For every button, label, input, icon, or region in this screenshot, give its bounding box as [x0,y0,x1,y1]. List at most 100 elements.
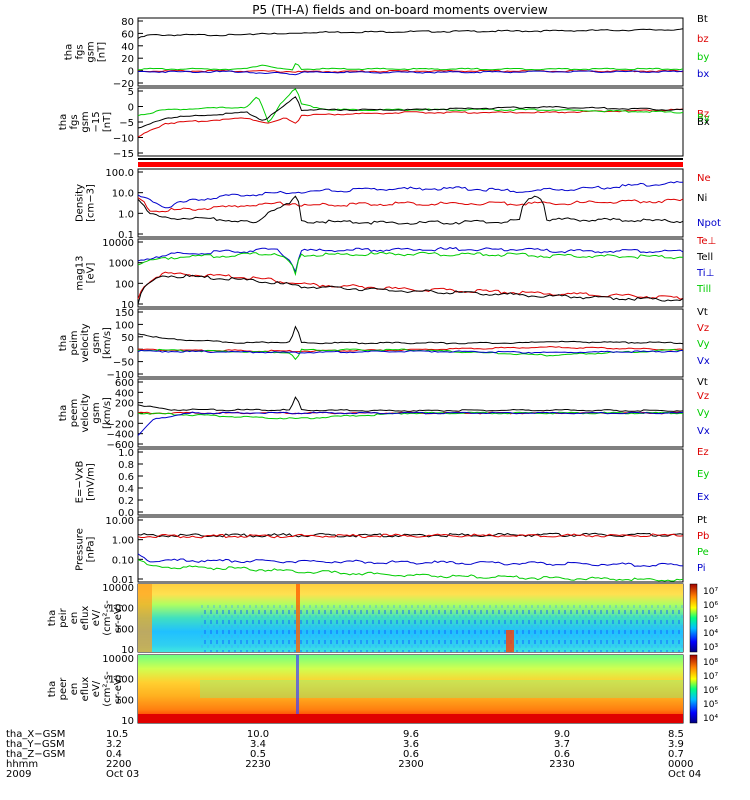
series-line-By [137,88,684,123]
y-axis-label-line: gsm [91,402,102,423]
legend-Te⊥: Te⊥ [696,236,716,247]
x3-hhmm: 2330 [549,759,574,770]
xrow-label-z-gsm: tha_Z−GSM [6,749,65,760]
y-tick-label: 0.1 [118,230,134,241]
y-tick-label: 0 [128,409,134,420]
y-tick-label: −100 [107,370,134,381]
series-line-bx [137,70,684,76]
legend-Vy: Vy [697,408,710,419]
eir-cbar-tick-1: 10⁷ [703,587,718,597]
series-line-Vy [137,411,684,420]
panel-frame [137,308,684,378]
legend-Tell: Tell [696,252,713,263]
y-tick-label: 1000 [109,675,134,686]
y-tick-label: −10 [113,134,134,145]
y-axis-label-line: eV/ [91,680,102,697]
eer-spectrogram-body [138,655,683,723]
y-tick-label: 100 [115,695,134,706]
y-axis-label-line: tha [58,114,69,130]
y-tick-label: 10000 [102,654,134,665]
y-tick-label: −20 [113,79,134,90]
y-axis-label-line: peer [58,677,69,701]
series-line-Vx [137,349,684,354]
x0-date: Oct 03 [106,769,139,780]
y-tick-label: 40 [121,42,134,53]
y-tick-label: 400 [115,388,134,399]
eir-cbar-tick-3: 10⁵ [703,615,718,625]
x0-zgsm: 0.4 [106,749,122,760]
y-axis-label: thapeirenefluxeV/(cm²-s-sr-eV) [47,600,124,636]
panel-pressure: 10.00 1.00 0.10 0.01 Pressure[nPa] Pt Pb Pe Pi [75,515,710,586]
y-axis-label: thafgsgsm−15[nT] [58,111,113,132]
legend-Pe: Pe [697,547,709,558]
y-tick-label: −600 [107,440,134,451]
eer-spectrogram [138,655,683,723]
series-line-Npot [137,180,683,209]
eir-colorbar-scale [689,583,698,653]
xrow-label-y-gsm: tha_Y−GSM [6,739,65,750]
y-tick-label: 1.0 [118,209,134,220]
x2-hhmm: 2300 [398,759,423,770]
y-tick-label: 1000 [109,604,134,615]
figure-title: P5 (TH-A) fields and on-board moments ov… [252,3,548,17]
legend-Pb: Pb [697,531,709,542]
y-axis-label-line: eflux [80,606,91,631]
legend-Ni: Ni [697,193,707,204]
eer-cbar-tick-3: 10⁶ [703,686,718,696]
panel-temperature: 10000 1000 100 10 mag13[eV] Te⊥ Tell Ti⊥ Till [75,236,717,311]
y-tick-label: 100 [115,320,134,331]
series-line-Vz [137,345,684,353]
y-tick-label: 100.0 [105,168,134,179]
y-axis-label: thafgsgsm[nT] [64,41,108,62]
series-line-Vt [137,396,684,412]
legend-Pi: Pi [697,563,706,574]
eir-colorbar: 10⁷ 10⁶ 10⁵ 10⁴ 10³ [689,583,718,653]
y-axis-label-line: velocity [80,323,91,362]
y-tick-label: 50 [121,333,134,344]
x1-zgsm: 0.5 [250,749,266,760]
y-axis-label-line: Density [75,184,86,222]
y-tick-label: 1000 [109,259,134,270]
y-axis-label-line: [eV] [86,263,97,284]
y-tick-label: 1.0 [118,448,134,459]
eir-cbar-tick-5: 10³ [703,643,718,653]
series-line-Bx [137,96,684,129]
xrow-label-hhmm: hhmm [6,759,38,770]
series-line-Bz [137,108,684,138]
y-axis-label-line: Pressure [75,528,86,571]
y-tick-label: 0.01 [112,575,134,586]
panel-efield: 1.00.80.60.40.20.0 E=−VxB[mV/m] Ez Ey Ex [75,447,710,519]
y-axis-label: E=−VxB[mV/m] [75,461,97,504]
panel-frame [137,168,684,238]
eer-cbar-tick-2: 10⁷ [703,672,718,682]
x4-xgsm: 8.5 [668,729,684,740]
y-tick-label: 20 [121,54,134,65]
y-tick-label: 150 [115,308,134,319]
legend-Ex: Ex [697,492,709,503]
y-tick-label: −5 [119,118,134,129]
eer-mid-band [200,680,683,698]
y-axis-label: thapeerenefluxeV/(cm²-s-sr-eV) [47,671,124,707]
series-line-Till [137,251,684,277]
x4-hhmm: 0000 [668,759,693,770]
y-axis-label-line: eflux [80,677,91,702]
y-axis-label-line: tha [47,681,58,697]
x-axis-labels: tha_X−GSM tha_Y−GSM tha_Z−GSM hhmm 2009 … [6,729,701,780]
flag-bar-black [138,158,683,160]
y-axis-label-line: −15 [91,111,102,132]
x3-zgsm: 0.6 [554,749,570,760]
panels: 806040200−20thafgsgsm[nT]Btbzbybx50−5−10… [47,14,721,727]
y-axis-label-line: (cm²-s- [102,600,113,636]
y-axis-label-line: tha [58,405,69,421]
flag-bars [138,158,683,167]
y-tick-label: 1.00 [112,536,134,547]
y-axis-label-line: en [69,683,80,696]
legend-bx: bx [697,69,709,80]
x3-xgsm: 9.0 [554,729,570,740]
series-line-Ti⊥ [137,246,684,274]
y-axis-label-line: tha [47,610,58,626]
y-axis-label: thapeemvelocitygsm[km/s] [58,393,113,432]
